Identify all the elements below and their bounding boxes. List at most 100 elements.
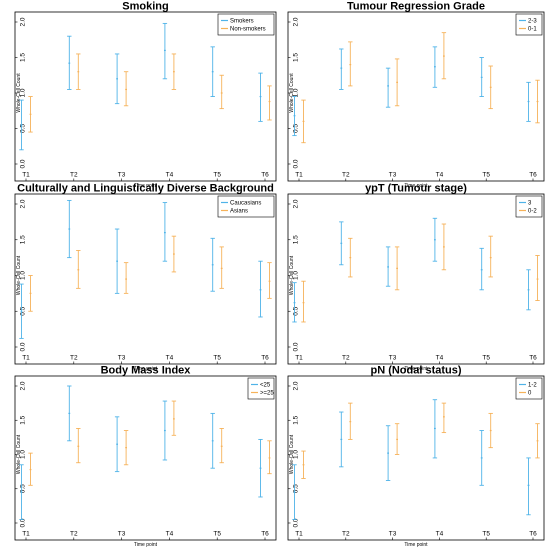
x-tick-label: T2 — [70, 355, 78, 362]
legend: Caucasians Asians — [217, 195, 275, 218]
chart-panel-5: Body Mass Index 0.0 0.5 1.0 1.5 2.0 Whole-Cell… — [14, 365, 277, 547]
y-tick-label: 2.0 — [293, 381, 300, 390]
x-tick-label: T1 — [295, 531, 303, 538]
x-tick-label: T2 — [70, 531, 78, 538]
y-axis-label: Whole-Cell Count — [289, 434, 295, 474]
y-tick-label: 0.5 — [20, 124, 27, 133]
y-tick-label: 0.0 — [20, 518, 27, 527]
legend-label: 0-2 — [528, 209, 537, 215]
y-tick-label: 0.5 — [293, 124, 300, 133]
x-tick-label: T3 — [118, 531, 126, 538]
x-tick-label: T3 — [118, 172, 126, 179]
x-tick-label: T5 — [482, 172, 490, 179]
x-tick-label: T3 — [389, 531, 397, 538]
y-tick-label: 1.5 — [20, 235, 27, 244]
x-tick-label: T5 — [213, 355, 221, 362]
y-tick-label: 0.0 — [293, 342, 300, 351]
chart-panel-1: Smoking 0.0 0.5 1.0 1.5 2.0 Whole-Cell Count T1… — [14, 1, 277, 189]
y-tick-label: 1.5 — [293, 235, 300, 244]
x-tick-label: T4 — [166, 355, 174, 362]
y-tick-label: 0.5 — [293, 306, 300, 315]
panel-frame — [287, 375, 545, 541]
y-tick-label: 2.0 — [293, 199, 300, 208]
x-tick-label: T3 — [389, 172, 397, 179]
x-tick-label: T6 — [261, 531, 269, 538]
legend: Smokers Non-smokers — [217, 13, 275, 36]
chart-panel-4: ypT (Tumour stage) 0.0 0.5 1.0 1.5 2.0 Whole-C… — [287, 183, 545, 372]
y-axis-label: Whole-Cell Count — [16, 434, 22, 474]
panel-frame — [287, 193, 545, 365]
x-tick-label: T6 — [261, 172, 269, 179]
x-tick-label: T2 — [342, 531, 350, 538]
x-axis-label: Time point — [404, 366, 428, 372]
panel-title: Smoking — [122, 1, 168, 13]
legend: 1-20 — [515, 377, 543, 400]
legend-box — [515, 13, 543, 36]
y-axis-label: Whole-Cell Count — [289, 73, 295, 113]
legend-label: <25 — [260, 383, 271, 389]
chart-panel-3: Culturally and Linguistically Diverse Ba… — [14, 183, 277, 372]
x-tick-label: T3 — [389, 355, 397, 362]
x-tick-label: T5 — [482, 355, 490, 362]
legend-box — [247, 377, 275, 400]
legend-label: 3 — [528, 201, 532, 207]
y-tick-label: 2.0 — [20, 381, 27, 390]
x-tick-label: T6 — [261, 355, 269, 362]
y-tick-label: 2.0 — [20, 17, 27, 26]
x-tick-label: T5 — [482, 531, 490, 538]
x-tick-label: T1 — [295, 355, 303, 362]
x-tick-label: T6 — [529, 531, 537, 538]
x-tick-label: T4 — [436, 355, 444, 362]
x-axis-label: Time point — [134, 542, 158, 547]
x-tick-label: T4 — [166, 172, 174, 179]
legend-box — [217, 195, 275, 218]
y-tick-label: 0.5 — [20, 484, 27, 493]
x-tick-label: T5 — [213, 531, 221, 538]
legend-label: 2-3 — [528, 19, 537, 25]
panel-title: Body Mass Index — [101, 365, 192, 377]
panel-title: Tumour Regression Grade — [347, 1, 485, 13]
y-tick-label: 1.0 — [293, 271, 300, 280]
legend-label: 0-1 — [528, 27, 537, 33]
chart-panel-6: pN (Nodal status) 0.0 0.5 1.0 1.5 2.0 Whole-Ce… — [287, 365, 545, 547]
chart-panel-2: Tumour Regression Grade 0.0 0.5 1.0 1.5 2.0 Wh… — [287, 1, 545, 189]
y-tick-label: 1.0 — [20, 450, 27, 459]
legend-label: >=25 — [260, 391, 274, 397]
x-tick-label: T3 — [118, 355, 126, 362]
legend-label: 1-2 — [528, 383, 537, 389]
legend-label: Caucasians — [230, 201, 261, 207]
legend-box — [515, 377, 543, 400]
legend: 2-30-1 — [515, 13, 543, 36]
x-axis-label: Time point — [134, 366, 158, 372]
legend: 30-2 — [515, 195, 543, 218]
x-axis-label: Time point — [134, 183, 158, 189]
y-tick-label: 0.0 — [20, 159, 27, 168]
legend-label: Asians — [230, 209, 248, 215]
x-tick-label: T4 — [166, 531, 174, 538]
y-tick-label: 0.0 — [20, 342, 27, 351]
legend-label: 0 — [528, 391, 532, 397]
y-tick-label: 1.5 — [293, 53, 300, 62]
x-axis-label: Time point — [404, 542, 428, 547]
x-tick-label: T5 — [213, 172, 221, 179]
x-axis-label: Time point — [404, 183, 428, 189]
y-axis-label: Whole-Cell Count — [16, 73, 22, 113]
x-tick-label: T6 — [529, 172, 537, 179]
legend-box — [515, 195, 543, 218]
panel-frame — [14, 375, 277, 541]
y-tick-label: 0.0 — [293, 159, 300, 168]
panel-frame — [14, 193, 277, 365]
y-axis-label: Whole-Cell Count — [289, 255, 295, 295]
legend: <25 >=25 — [247, 377, 275, 400]
x-tick-label: T1 — [22, 172, 30, 179]
x-tick-label: T6 — [529, 355, 537, 362]
x-tick-label: T4 — [436, 531, 444, 538]
y-tick-label: 1.5 — [20, 53, 27, 62]
x-tick-label: T4 — [436, 172, 444, 179]
y-tick-label: 2.0 — [20, 199, 27, 208]
x-tick-label: T2 — [70, 172, 78, 179]
panel-title: pN (Nodal status) — [370, 365, 461, 377]
legend-box — [217, 13, 275, 36]
y-axis-label: Whole-Cell Count — [16, 255, 22, 295]
